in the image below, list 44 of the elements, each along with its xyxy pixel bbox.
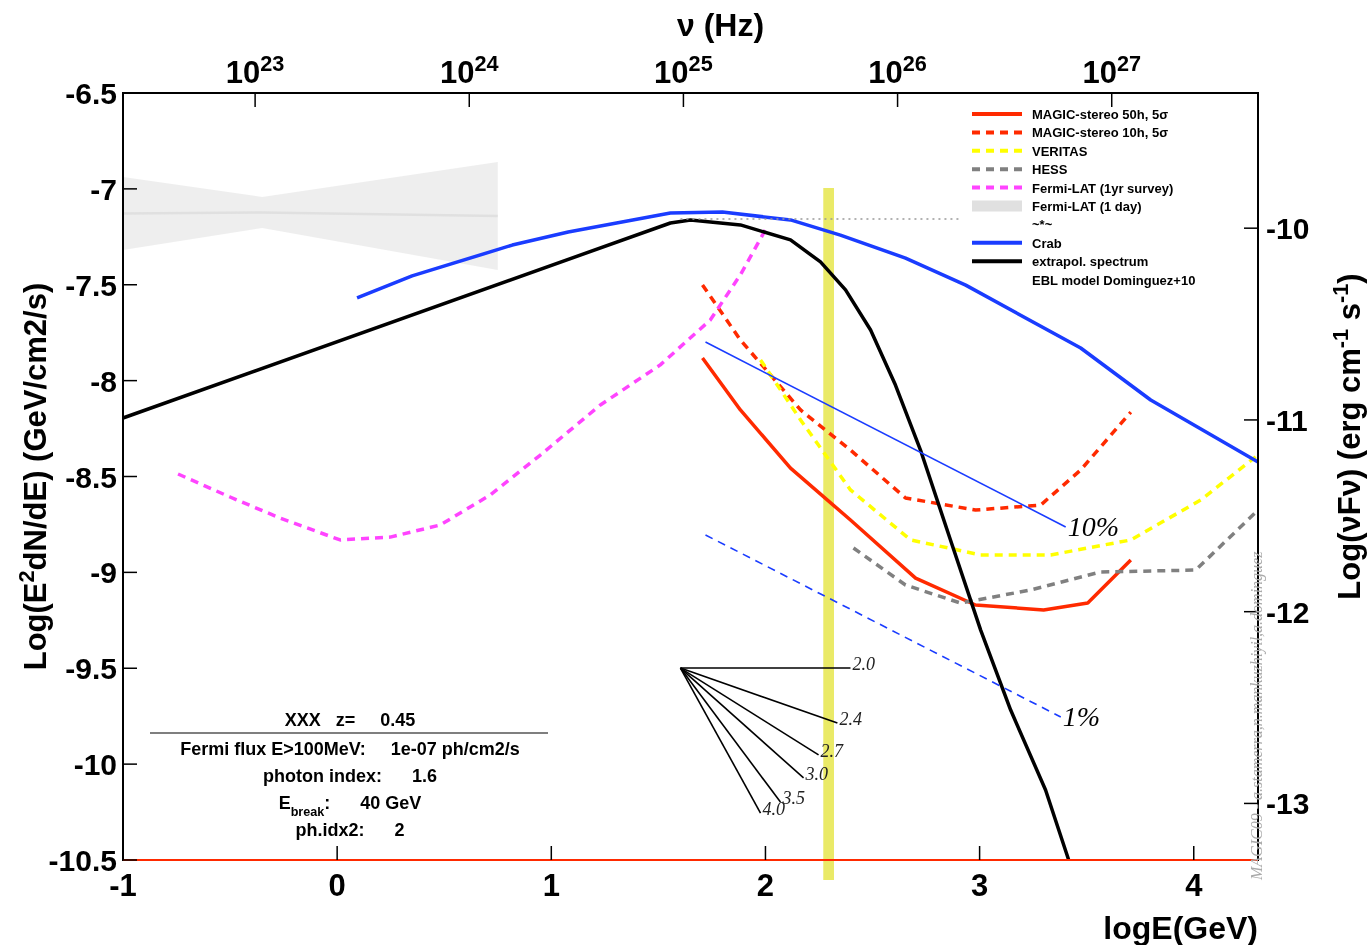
annotation: Fermi flux E>100MeV: 1e-07 ph/cm2/s xyxy=(180,739,520,759)
legend-label: VERITAS xyxy=(1032,143,1088,159)
x-tick-label: 2 xyxy=(756,868,775,903)
y-tick-label: -8.5 xyxy=(65,460,117,494)
x2-tick-label: 10$^{26}$ xyxy=(868,50,927,90)
y-tick-label: -9 xyxy=(90,556,117,590)
legend-label: Fermi-LAT (1yr survey) xyxy=(1032,180,1174,196)
x-tick-label: 4 xyxy=(1185,868,1204,903)
x2-tick-label: 10$^{24}$ xyxy=(439,50,499,90)
y2-tick-label: -10 xyxy=(1266,212,1310,246)
y-tick-label: -8 xyxy=(90,364,117,398)
x-axis-title: logE(GeV) xyxy=(1103,910,1258,945)
annotation: MAGIC09 - a.stamerra,n.mankuzhiyil,a.dominguez xyxy=(1248,550,1266,881)
y2-tick-label: -13 xyxy=(1266,787,1310,821)
x2-tick-label: 10$^{27}$ xyxy=(1082,50,1142,90)
y-tick-label: -10 xyxy=(73,748,117,782)
annotation: 1% xyxy=(1062,700,1101,732)
annotation: 2.0 xyxy=(852,654,875,675)
x2-tick-label: 10$^{25}$ xyxy=(654,50,713,90)
legend-label: Crab xyxy=(1032,235,1062,251)
annotation: E$_{break}$: 40 GeV xyxy=(278,793,422,819)
annotation: EBL model Dominguez+10 xyxy=(1032,272,1196,288)
y-tick-label: -9.5 xyxy=(65,652,117,686)
y-tick-label: -6.5 xyxy=(65,77,117,110)
annotation: 2.4 xyxy=(839,709,862,730)
legend-label: Fermi-LAT (1 day) xyxy=(1032,199,1142,214)
annotation: XXX z= 0.45 xyxy=(284,710,416,730)
y2-tick-label: -12 xyxy=(1266,595,1310,629)
x-tick-label: 0 xyxy=(328,868,346,903)
legend-label: extrapol. spectrum xyxy=(1032,254,1149,270)
x-tick-label: 1 xyxy=(542,868,560,903)
y-tick-label: -7.5 xyxy=(65,268,117,302)
x-tick-label: 3 xyxy=(970,868,989,903)
legend-label: HESS xyxy=(1032,162,1068,178)
x2-axis-title: ν (Hz) xyxy=(676,7,765,43)
annotation: 10% xyxy=(1067,510,1120,542)
annotation: photon index: 1.6 xyxy=(262,766,438,786)
legend-label: MAGIC-stereo 10h, 5σ xyxy=(1032,125,1169,141)
annotation: ph.idx2: 2 xyxy=(295,820,405,840)
x2-tick-label: 10$^{23}$ xyxy=(225,50,285,90)
y-tick-label: -7 xyxy=(90,172,117,206)
legend-label: MAGIC-stereo 50h, 5σ xyxy=(1032,107,1169,122)
annotation: ~*~ xyxy=(1032,217,1053,233)
y2-tick-label: -11 xyxy=(1266,403,1308,437)
